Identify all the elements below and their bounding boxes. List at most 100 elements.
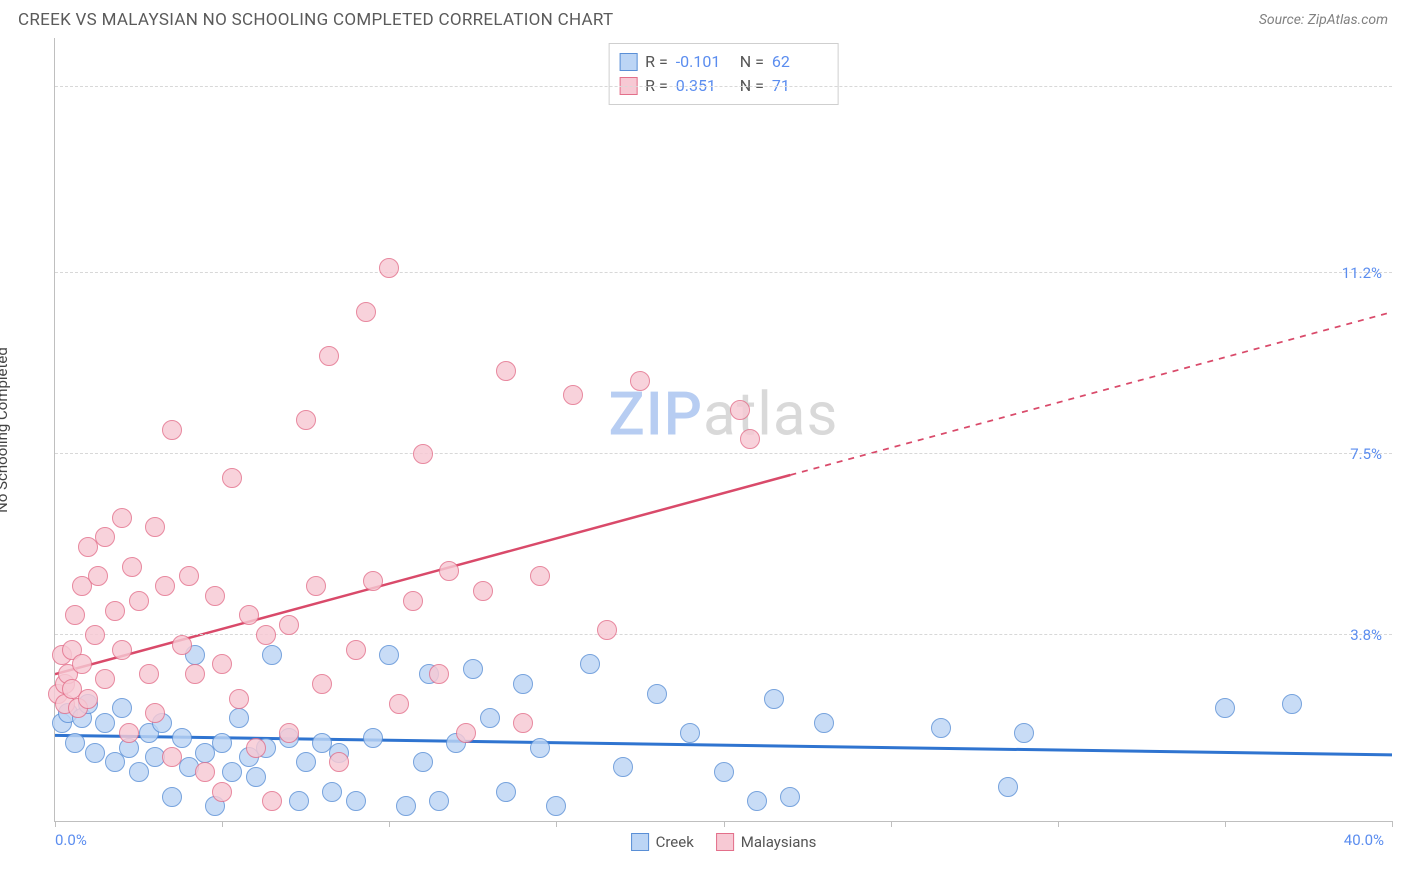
data-point [112,640,132,660]
data-point [396,796,416,816]
data-point [279,723,299,743]
x-tick [556,821,557,827]
x-tick [389,821,390,827]
data-point [530,738,550,758]
data-point [814,713,834,733]
stat-r-label: R = [645,50,668,74]
x-tick [1392,821,1393,827]
data-point [563,385,583,405]
data-point [246,738,266,758]
data-point [714,762,734,782]
data-point [319,346,339,366]
data-point [356,302,376,322]
data-point [279,615,299,635]
data-point [680,723,700,743]
gridline [55,453,1392,454]
data-point [630,371,650,391]
data-point [363,571,383,591]
data-point [496,361,516,381]
legend-swatch [631,833,649,851]
stat-r-value: -0.101 [676,50,728,74]
data-point [597,620,617,640]
data-point [122,557,142,577]
data-point [363,728,383,748]
data-point [205,586,225,606]
data-point [613,757,633,777]
stats-row: R = -0.101 N = 62 [619,50,824,74]
data-point [780,787,800,807]
data-point [730,400,750,420]
data-point [112,698,132,718]
data-point [65,605,85,625]
data-point [212,654,232,674]
data-point [172,728,192,748]
data-point [403,591,423,611]
x-tick-label: 40.0% [1344,831,1384,849]
y-tick-label: 11.2% [1342,264,1382,282]
x-tick [1058,821,1059,827]
stats-legend: R =-0.101 N =62R =0.351 N =71 [608,43,839,105]
data-point [429,664,449,684]
legend-label: Creek [656,833,694,851]
data-point [329,752,349,772]
data-point [229,689,249,709]
x-tick [1225,821,1226,827]
data-point [998,777,1018,797]
data-point [119,723,139,743]
y-tick-label: 7.5% [1350,445,1382,463]
stat-n-label: N = [736,50,764,74]
data-point [429,791,449,811]
data-point [346,791,366,811]
data-point [413,752,433,772]
data-point [78,689,98,709]
data-point [88,566,108,586]
data-point [139,664,159,684]
data-point [1215,698,1235,718]
stat-n-value: 62 [772,50,824,74]
x-tick [724,821,725,827]
x-tick [891,821,892,827]
data-point [296,752,316,772]
data-point [172,635,192,655]
data-point [145,703,165,723]
data-point [256,625,276,645]
data-point [262,645,282,665]
data-point [513,713,533,733]
data-point [530,566,550,586]
data-point [95,527,115,547]
data-point [162,420,182,440]
data-point [306,576,326,596]
gridline [55,272,1392,273]
data-point [463,659,483,679]
data-point [105,601,125,621]
data-point [764,689,784,709]
legend-item: Creek [631,833,694,851]
x-tick-label: 0.0% [55,831,87,849]
data-point [473,581,493,601]
source-attribution: Source: ZipAtlas.com [1259,12,1388,28]
data-point [65,733,85,753]
x-tick [55,821,56,827]
data-point [389,694,409,714]
data-point [1282,694,1302,714]
gridline [55,86,1392,87]
data-point [740,429,760,449]
data-point [513,674,533,694]
y-tick-label: 3.8% [1350,626,1382,644]
data-point [212,782,232,802]
data-point [162,787,182,807]
data-point [195,762,215,782]
data-point [112,508,132,528]
data-point [95,669,115,689]
data-point [1014,723,1034,743]
data-point [229,708,249,728]
data-point [222,468,242,488]
data-point [747,791,767,811]
data-point [246,767,266,787]
legend-label: Malaysians [741,833,817,851]
plot-area: ZIPatlas R =-0.101 N =62R =0.351 N =71 C… [54,38,1392,822]
data-point [145,517,165,537]
data-point [262,791,282,811]
data-point [85,743,105,763]
data-point [95,713,115,733]
